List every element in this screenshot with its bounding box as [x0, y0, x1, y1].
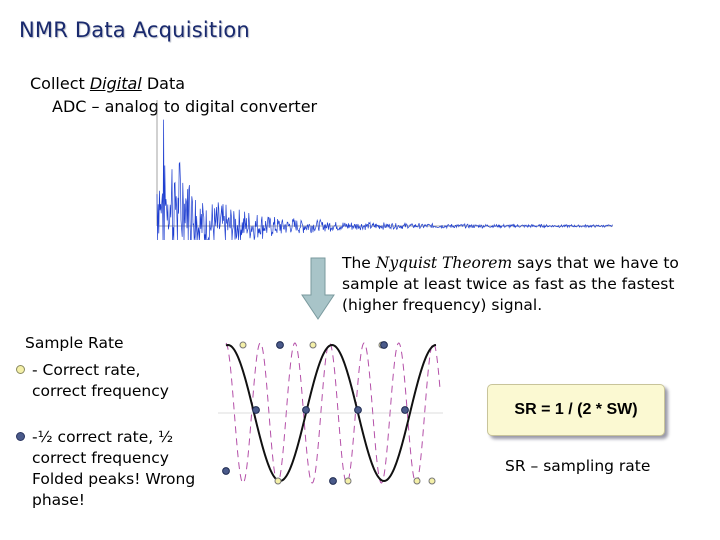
down-arrow-icon [301, 257, 335, 320]
collect-suffix: Data [141, 74, 186, 93]
slide-title: NMR Data Acquisition [19, 18, 250, 42]
correct-rate-sample-point [428, 477, 436, 485]
collect-digital-line: Collect Digital Data [30, 74, 185, 93]
correct-rate-sample-point [309, 341, 317, 349]
adc-line: ADC – analog to digital converter [52, 97, 318, 116]
correct-rate-sample-point [344, 477, 352, 485]
half-rate-sample-point [252, 406, 260, 414]
half-rate-sample-point [302, 406, 310, 414]
nyquist-emphasis: Nyquist Theorem [375, 254, 513, 272]
half-rate-sample-point [276, 341, 284, 349]
nyquist-prefix: The [342, 254, 376, 272]
sampling-wave-diagram [218, 341, 443, 485]
digital-emphasis: Digital [89, 74, 142, 93]
sampling-rate-label: SR – sampling rate [505, 457, 651, 475]
correct-rate-bullet-icon [16, 365, 25, 374]
half-rate-bullet-icon [16, 432, 25, 441]
correct-rate-item: - Correct rate, correct frequency [32, 361, 169, 400]
half-rate-sample-point [401, 406, 409, 414]
correct-rate-sample-point [274, 477, 282, 485]
dashed-wave-path [225, 342, 441, 484]
high-frequency-dashed-wave [225, 342, 441, 484]
sampling-rate-formula: SR = 1 / (2 * SW) [487, 384, 665, 436]
half-rate-sample-point [354, 406, 362, 414]
half-rate-sample-point [380, 341, 388, 349]
nyquist-text: The Nyquist Theorem says that we have to… [342, 253, 702, 316]
sampled-signal-wave [225, 343, 437, 483]
half-rate-item: -½ correct rate, ½ correct frequency Fol… [32, 428, 196, 509]
sample-points [222, 341, 436, 485]
nyquist-suffix: says that we have to sample at least twi… [342, 254, 679, 314]
half-rate-sample-point [329, 477, 337, 485]
half-rate-sample-point [222, 467, 230, 475]
fid-signal-plot [156, 100, 613, 240]
correct-rate-sample-point [239, 341, 247, 349]
collect-prefix: Collect [30, 74, 90, 93]
fid-decay-trace [156, 119, 613, 240]
correct-rate-sample-point [413, 477, 421, 485]
sample-rate-heading: Sample Rate [25, 334, 124, 352]
